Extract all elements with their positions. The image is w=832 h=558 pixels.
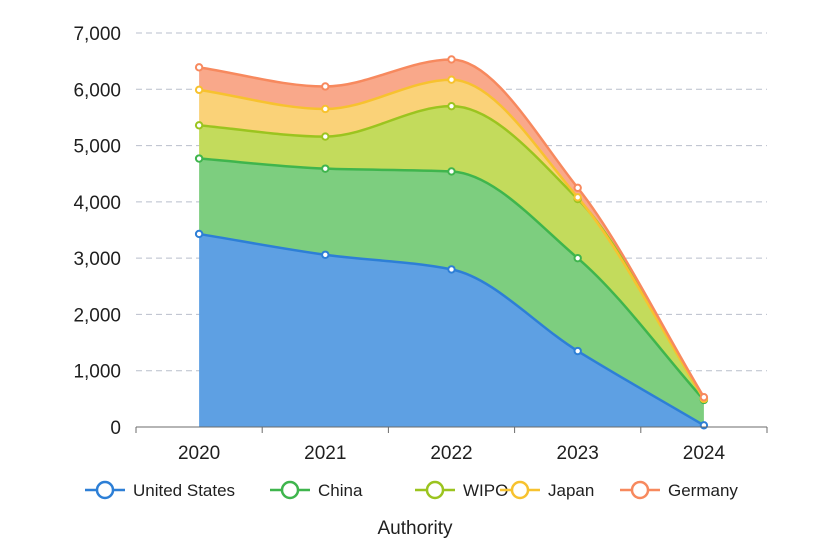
point-wipo — [322, 133, 328, 139]
x-tick-label: 2021 — [304, 443, 346, 464]
legend-marker-icon — [282, 482, 298, 498]
x-tick-label: 2020 — [178, 443, 220, 464]
legend-marker-icon — [632, 482, 648, 498]
point-japan — [448, 77, 454, 83]
y-tick-label: 0 — [110, 418, 121, 439]
area-layers — [199, 59, 704, 427]
legend-marker-icon — [512, 482, 528, 498]
point-united-states — [322, 252, 328, 258]
point-japan — [322, 106, 328, 112]
legend: United States China WIPO Japan Germany — [85, 481, 738, 500]
legend-marker-icon — [427, 482, 443, 498]
point-china — [322, 165, 328, 171]
point-germany — [575, 185, 581, 191]
point-united-states — [196, 231, 202, 237]
legend-item-united-states[interactable]: United States — [85, 481, 235, 500]
point-germany — [196, 64, 202, 70]
point-germany — [322, 83, 328, 89]
legend-label: United States — [133, 481, 235, 500]
point-wipo — [196, 122, 202, 128]
legend-item-wipo[interactable]: WIPO — [415, 481, 508, 500]
point-china — [575, 255, 581, 261]
point-germany — [701, 394, 707, 400]
y-tick-label: 4,000 — [73, 193, 121, 214]
point-china — [448, 168, 454, 174]
legend-item-china[interactable]: China — [270, 481, 363, 500]
y-tick-label: 1,000 — [73, 362, 121, 383]
point-japan — [196, 87, 202, 93]
point-germany — [448, 56, 454, 62]
x-tick-label: 2023 — [557, 443, 599, 464]
x-tick-label: 2024 — [683, 443, 726, 464]
legend-label: Japan — [548, 481, 594, 500]
legend-item-japan[interactable]: Japan — [500, 481, 594, 500]
x-axis-title: Authority — [378, 518, 453, 539]
point-wipo — [448, 103, 454, 109]
legend-item-germany[interactable]: Germany — [620, 481, 738, 500]
point-united-states — [701, 422, 707, 428]
y-tick-label: 3,000 — [73, 249, 121, 270]
point-united-states — [575, 348, 581, 354]
legend-label: China — [318, 481, 363, 500]
point-japan — [575, 194, 581, 200]
point-china — [196, 155, 202, 161]
x-tick-label: 2022 — [430, 443, 472, 464]
y-tick-label: 5,000 — [73, 137, 121, 158]
y-tick-label: 6,000 — [73, 80, 121, 101]
y-tick-label: 2,000 — [73, 305, 121, 326]
legend-label: Germany — [668, 481, 738, 500]
point-united-states — [448, 266, 454, 272]
y-tick-label: 7,000 — [73, 24, 121, 45]
legend-marker-icon — [97, 482, 113, 498]
